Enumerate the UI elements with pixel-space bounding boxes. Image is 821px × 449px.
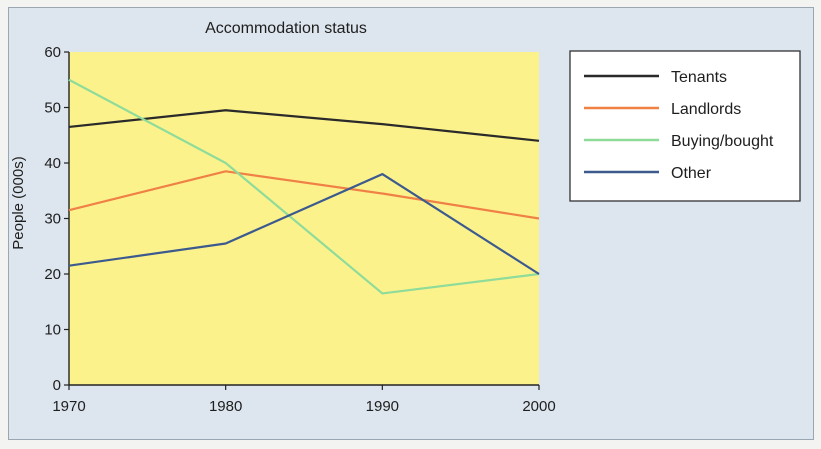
plot-area [69,52,539,385]
legend-label-other: Other [671,165,712,182]
series-line-buying-bought [68,78,540,295]
y-tick-label: 50 [44,100,61,117]
y-tick-label: 60 [44,44,61,61]
line-chart: Accommodation status People (000s) 0 10 20… [10,20,801,415]
legend-label-landlords: Landlords [671,101,741,118]
x-tick-label: 1990 [366,398,399,415]
y-tick-label: 10 [44,322,61,339]
series-lines [68,78,540,295]
y-tick-label: 0 [53,377,61,394]
axes: 0 10 20 30 40 50 60 1970 1980 1990 2000 [44,44,555,415]
series-line-landlords [68,170,540,220]
x-tick-label: 1970 [52,398,85,415]
x-tick-label: 2000 [522,398,555,415]
chart-title: Accommodation status [205,20,367,37]
legend-label-buying-bought: Buying/bought [671,133,774,150]
y-tick-label: 40 [44,155,61,172]
legend-box [569,50,801,202]
series-line-other [68,173,540,275]
series-line-tenants [68,109,540,142]
x-tick-label: 1980 [209,398,242,415]
legend: Tenants Landlords Buying/bought Other [569,50,801,202]
y-tick-label: 20 [44,266,61,283]
legend-label-tenants: Tenants [671,69,727,86]
y-axis-label: People (000s) [10,156,27,249]
chart-frame: Accommodation status People (000s) 0 10 20… [8,7,814,440]
y-tick-label: 30 [44,211,61,228]
